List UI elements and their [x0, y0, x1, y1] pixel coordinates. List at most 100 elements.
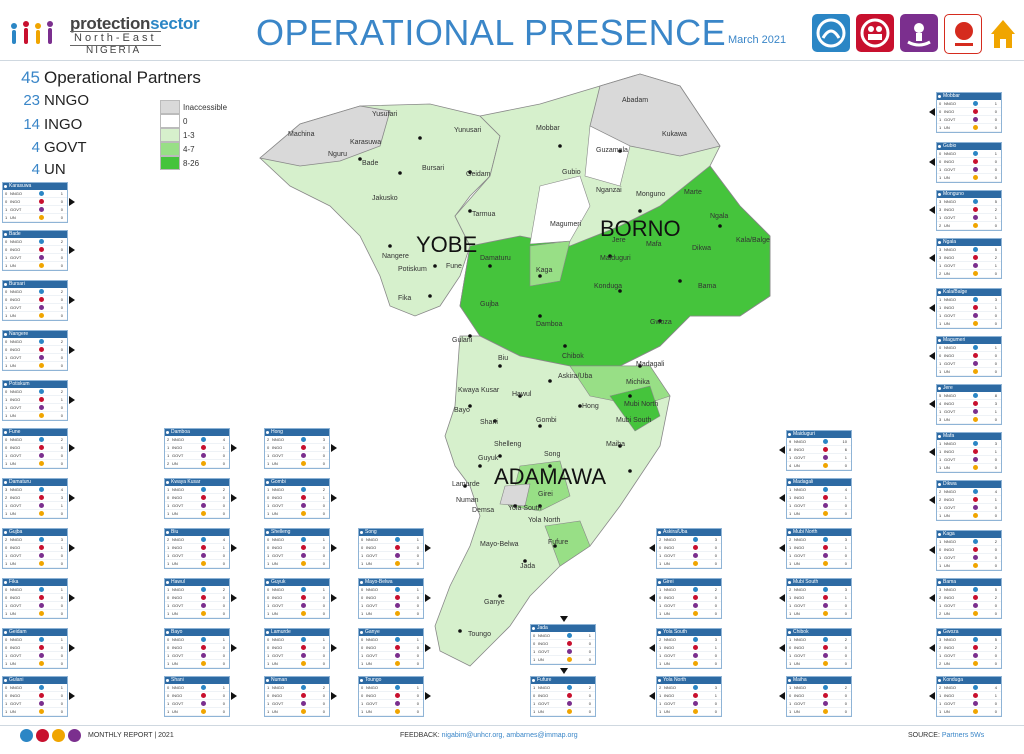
partner-type: INGO	[172, 693, 183, 698]
lga-box-title: Ganye	[359, 629, 423, 636]
svg-text:Gubio: Gubio	[562, 169, 581, 176]
partner-type: INGO	[272, 595, 283, 600]
gbv-icon	[973, 505, 978, 510]
lga-box-title: Bade	[3, 231, 67, 238]
lga-box-row: 1 UN 0	[265, 660, 329, 668]
svg-text:Gwoza: Gwoza	[650, 319, 672, 326]
lga-box-row: 2 NNGO 3	[657, 684, 721, 692]
partner-count: 1	[659, 661, 662, 666]
aor-count: 0	[714, 611, 717, 616]
aor-count: 2	[994, 539, 997, 544]
partner-count: 1	[659, 611, 662, 616]
partner-count: 1	[939, 539, 942, 544]
lga-box-title: Fika	[3, 579, 67, 586]
partner-count: 1	[5, 263, 8, 268]
partner-count: 0	[361, 537, 364, 542]
aor-count: 0	[588, 701, 591, 706]
svg-text:Nguru: Nguru	[328, 151, 347, 158]
partner-type: NNGO	[366, 587, 378, 592]
partner-count: 1	[267, 461, 270, 466]
feedback-emails[interactable]: nigabim@unhcr.org, ambarnes@immap.org	[441, 732, 578, 739]
aor-count: 0	[222, 701, 225, 706]
child-protection-icon	[823, 595, 828, 600]
gbv-icon	[395, 603, 400, 608]
child-protection-icon	[973, 353, 978, 358]
partner-type: GOVT	[10, 603, 22, 608]
aor-count: 1	[60, 685, 63, 690]
aor-count: 0	[60, 347, 63, 352]
protection-sector-logo-icon	[11, 21, 53, 44]
lga-box-row: 1 GOVT 0	[787, 502, 851, 510]
partner-type: UN	[10, 661, 16, 666]
lga-box-row: 1 UN 0	[787, 660, 851, 668]
aor-count: 0	[994, 223, 997, 228]
partner-count: 3	[939, 207, 942, 212]
lga-box-row: 0 NNGO 1	[359, 636, 423, 644]
lga-box-row: 0 INGO 1	[3, 544, 67, 552]
partner-type: GOVT	[272, 653, 284, 658]
svg-text:YOBE: YOBE	[416, 232, 477, 257]
box-pointer-icon	[779, 692, 785, 700]
lga-box-row: 0 NNGO 1	[359, 684, 423, 692]
box-pointer-icon	[425, 594, 431, 602]
partner-type: NNGO	[272, 537, 284, 542]
mine-action-icon	[973, 417, 978, 422]
gbv-icon	[973, 117, 978, 122]
lga-box-row: 2 NNGO 4	[937, 684, 1001, 692]
partner-type: GOVT	[10, 305, 22, 310]
partner-type: GOVT	[538, 701, 550, 706]
lga-box-row: 0 INGO 0	[937, 352, 1001, 360]
partner-type: NNGO	[944, 393, 956, 398]
aor-count: 0	[60, 461, 63, 466]
lga-partner-box: Konduga 2 NNGO 4 1 INGO 1 1 GOVT 0 1 UN 0	[936, 676, 1002, 717]
svg-text:Ganye: Ganye	[484, 599, 505, 606]
mine-action-icon	[201, 461, 206, 466]
mine-action-icon	[39, 215, 44, 220]
mine-action-icon	[395, 661, 400, 666]
mine-action-icon	[201, 661, 206, 666]
child-protection-icon	[973, 645, 978, 650]
child-protection-icon	[973, 693, 978, 698]
aor-count: 0	[994, 611, 997, 616]
aor-count: 3	[714, 537, 717, 542]
child-protection-icon	[39, 247, 44, 252]
partner-count: 1	[939, 321, 942, 326]
lga-box-row: 1 GOVT 0	[265, 602, 329, 610]
mine-action-icon	[693, 561, 698, 566]
lga-box-title: Damboa	[165, 429, 229, 436]
partner-count: 2	[167, 437, 170, 442]
partner-type: NNGO	[172, 487, 184, 492]
lga-box-title: Monguno	[937, 191, 1001, 198]
aor-count: 0	[60, 453, 63, 458]
lga-partner-box: Gulani 0 NNGO 1 0 INGO 0 1 GOVT 0 1 UN 0	[2, 676, 68, 717]
svg-text:Machina: Machina	[288, 131, 315, 138]
lga-box-row: 0 INGO 0	[265, 544, 329, 552]
gbv-icon	[823, 503, 828, 508]
partner-type: GOVT	[272, 701, 284, 706]
partner-count: 1	[167, 453, 170, 458]
legend-item: Inaccessible	[160, 100, 227, 114]
aor-count: 4	[994, 685, 997, 690]
box-pointer-icon	[779, 446, 785, 454]
partner-type: UN	[272, 561, 278, 566]
partner-type: NNGO	[172, 637, 184, 642]
mine-action-icon	[973, 661, 978, 666]
lga-box-row: 2 NNGO 4	[165, 536, 229, 544]
partner-count: 1	[939, 709, 942, 714]
partner-type: NNGO	[794, 637, 806, 642]
unhcr-hands-icon	[973, 539, 978, 544]
lga-box-row: 1 UN 0	[937, 464, 1001, 472]
partner-type: GOVT	[172, 603, 184, 608]
lga-box-row: 0 INGO 0	[359, 692, 423, 700]
unhcr-hands-icon	[973, 345, 978, 350]
partner-type: GOVT	[944, 361, 956, 366]
partner-count: 0	[659, 545, 662, 550]
partner-count: 1	[167, 611, 170, 616]
partner-count: 3	[939, 255, 942, 260]
mine-action-icon	[39, 363, 44, 368]
aor-count: 0	[60, 553, 63, 558]
mine-action-icon	[944, 14, 982, 54]
child-protection-icon	[693, 693, 698, 698]
lga-box-row: 1 UN 0	[787, 610, 851, 618]
partner-type: INGO	[944, 497, 955, 502]
